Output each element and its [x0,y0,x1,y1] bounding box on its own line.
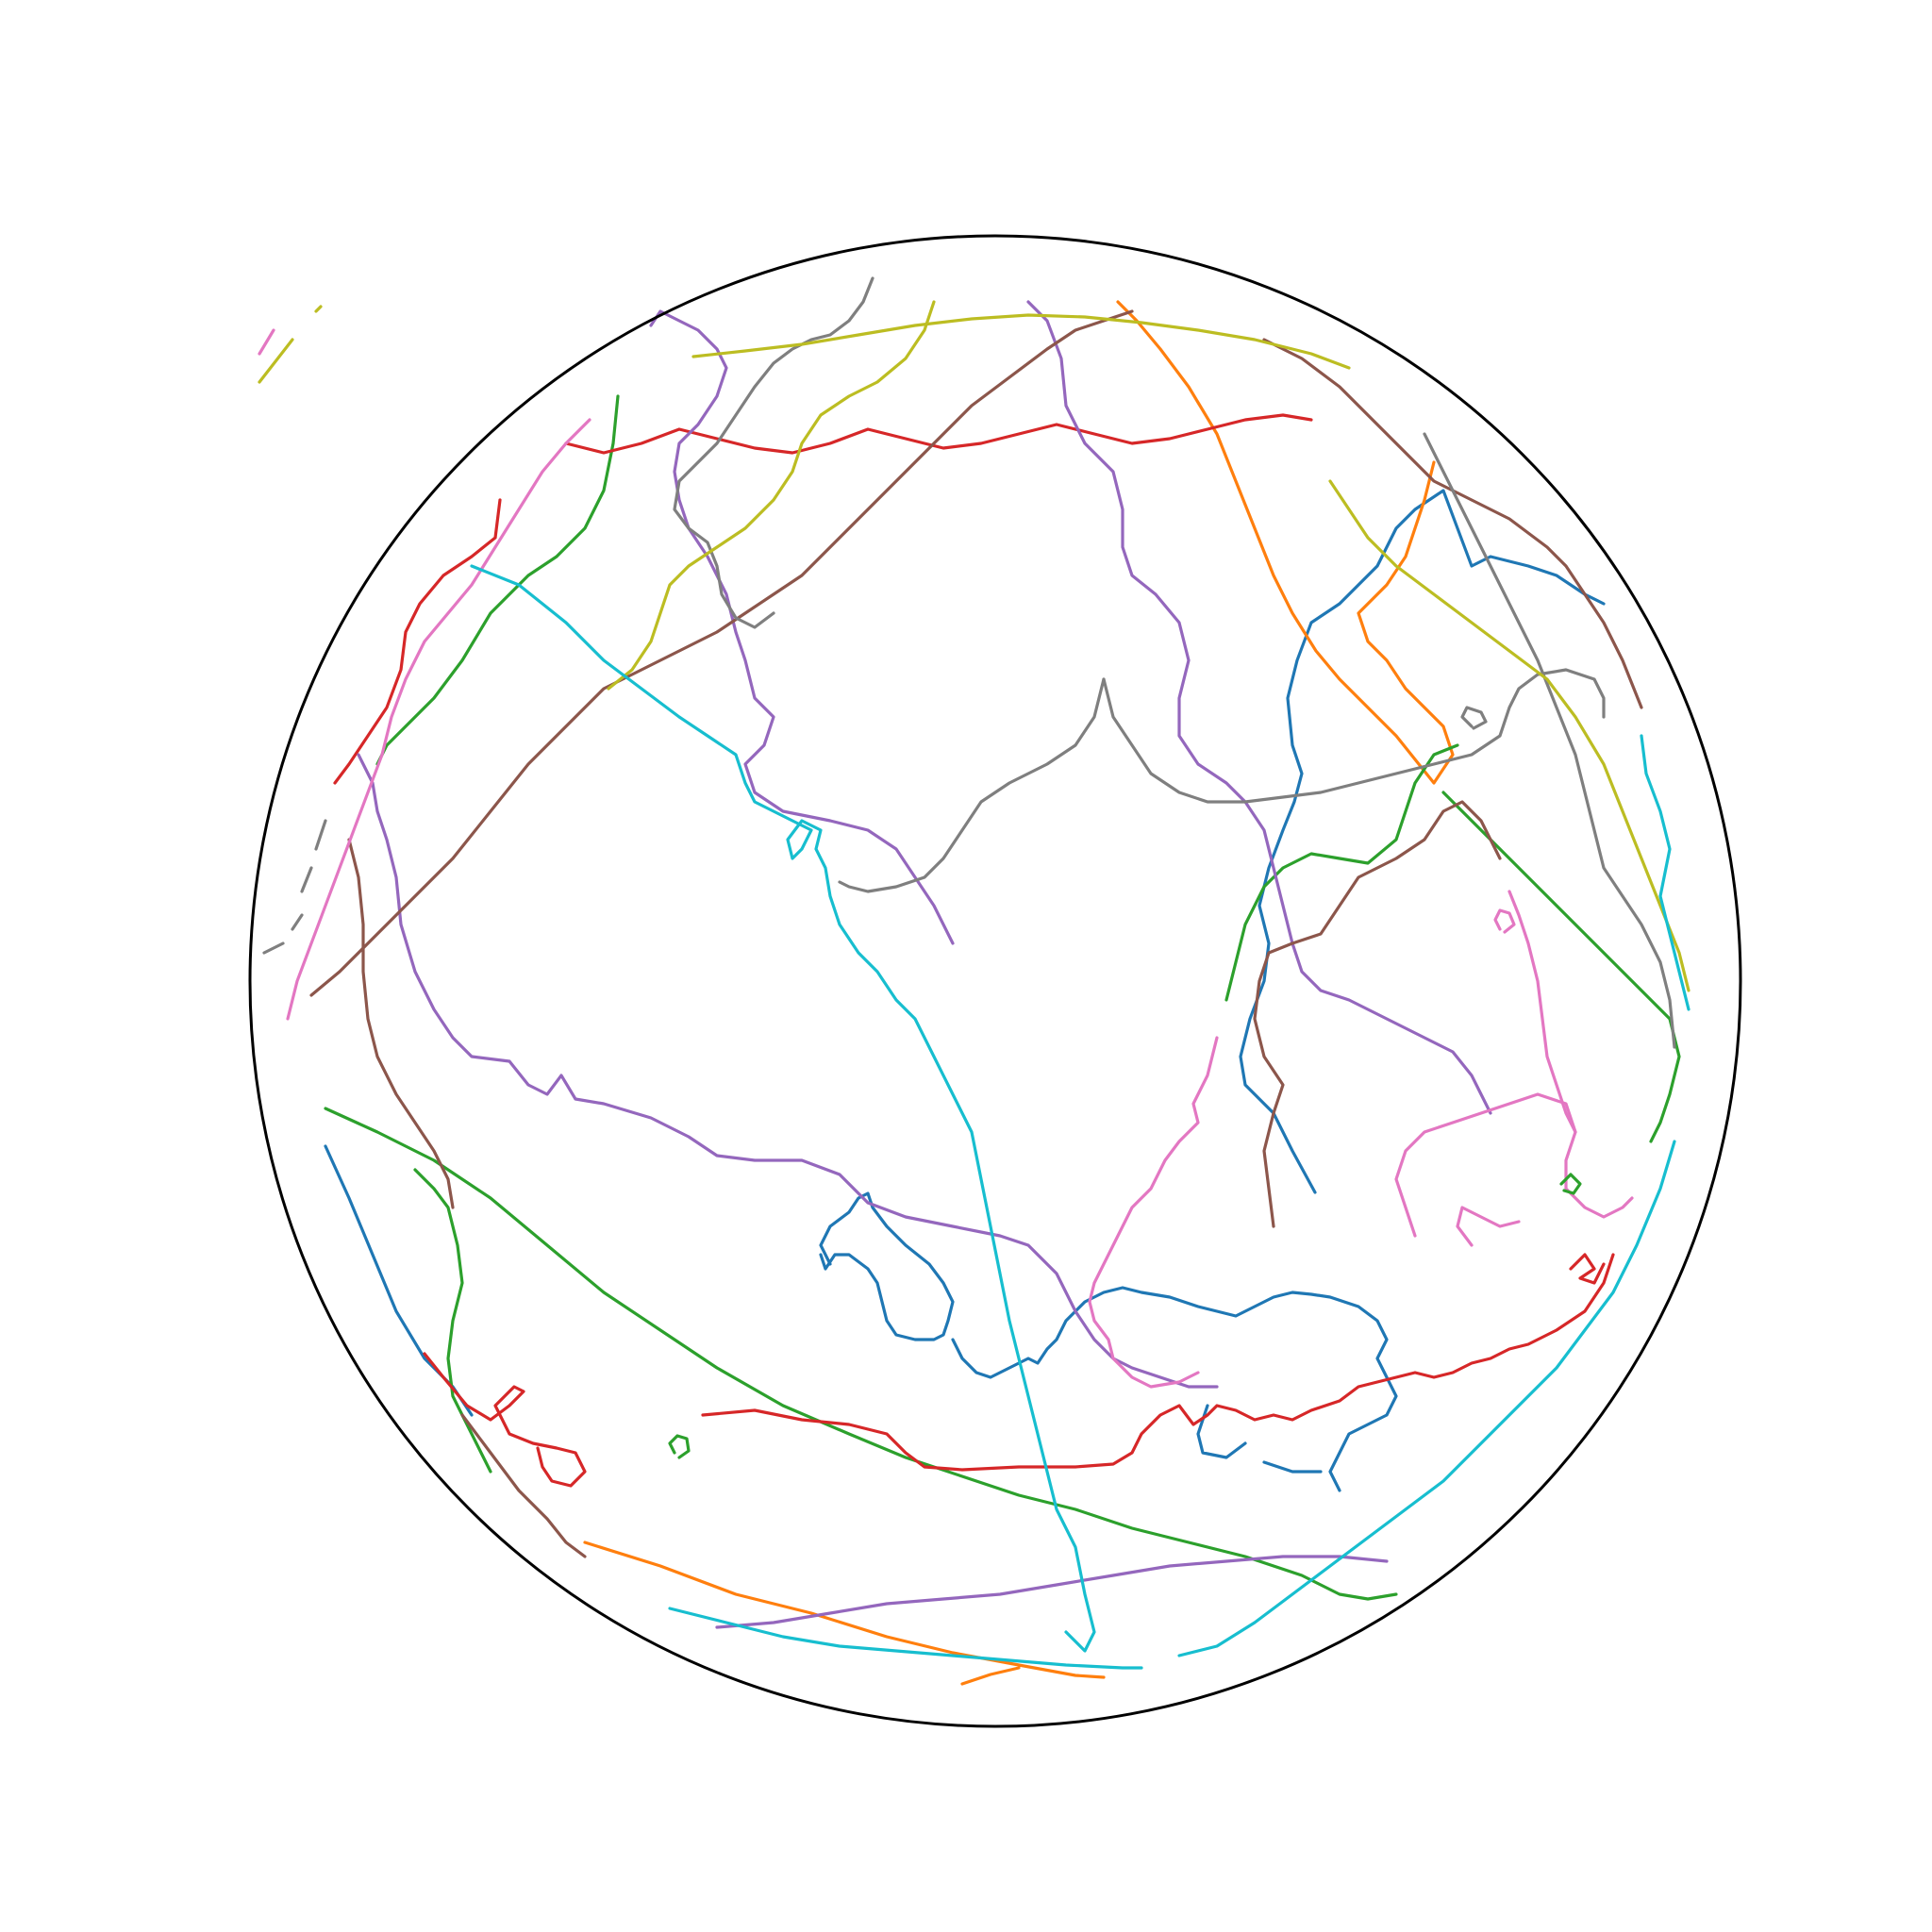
track-cyan-3 [1177,1140,1676,1657]
track-cyan-2 [668,1607,1143,1670]
track-brown-4 [347,838,455,1209]
track-pink-2 [1088,1036,1219,1389]
track-blue-1 [1239,489,1606,1194]
track-purple-3 [649,309,955,945]
track-gray-3 [673,276,874,629]
track-cluster-green-right [1559,1173,1582,1195]
track-loop-gray-right [1460,706,1488,730]
track-pink-3 [1394,1092,1634,1247]
drift-tracks [258,276,1690,1686]
track-green-1 [375,394,620,766]
track-cyan-1 [470,564,1096,1653]
track-purple-4 [715,1555,1389,1629]
track-red-4 [423,1352,587,1488]
track-olive-1 [691,313,1351,370]
track-green-2 [324,1107,1398,1601]
track-cluster-red-right [1569,1253,1606,1285]
track-brown-2 [1262,338,1643,709]
track-purple-1 [357,753,1219,1389]
track-gray-4 [1423,432,1676,1049]
track-pink-4 [1507,890,1577,1134]
track-orange-1 [1116,300,1455,785]
track-brown-5 [460,1413,587,1558]
track-green-3 [1441,791,1681,1143]
track-green-4 [1224,743,1459,1002]
track-brown-3 [1253,800,1502,1228]
track-cyan-4 [1640,734,1690,1011]
track-brown-1 [309,309,1134,997]
track-olive-3 [1328,479,1690,992]
track-fragment-pink-topleft [258,328,275,356]
track-orange-2 [583,1541,1106,1686]
track-purple-2 [1026,300,1492,1115]
track-gray-2 [838,677,1106,893]
track-loop-green-bottomleft [668,1434,691,1459]
track-red-2 [333,498,502,785]
track-red-3 [701,1253,1615,1472]
track-fragment-olive-topleft [258,305,323,384]
track-olive-2 [607,300,936,691]
track-fragment-gray-left [262,819,327,955]
track-pink-1 [286,418,591,1021]
track-blue-3 [819,1191,1398,1492]
globe-outline [248,234,1742,1728]
track-gray-1 [1102,668,1606,804]
track-loop-pink-right [1493,908,1516,934]
